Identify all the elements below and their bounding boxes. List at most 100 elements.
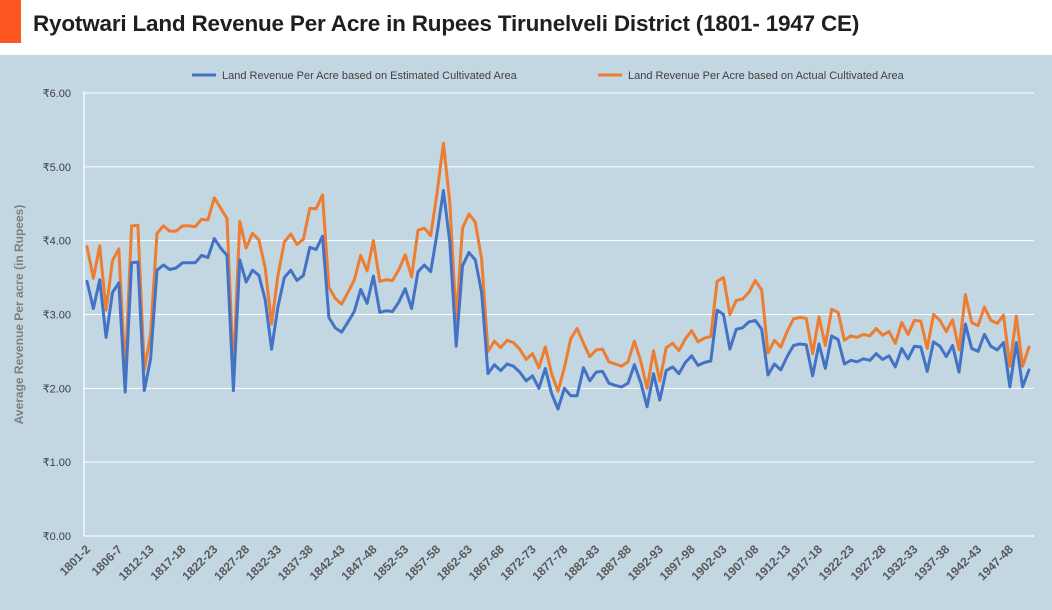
data-point xyxy=(537,366,541,369)
data-point xyxy=(327,286,331,289)
data-point xyxy=(970,321,973,324)
data-point xyxy=(862,333,865,336)
data-point xyxy=(276,274,280,277)
data-point xyxy=(696,340,700,343)
data-point xyxy=(168,229,171,233)
data-point xyxy=(722,276,725,279)
line-chart: ₹0.00 ₹1.00 ₹2.00 ₹3.00 ₹4.00 ₹5.00 ₹6.00 Avera… xyxy=(12,70,1034,583)
data-point xyxy=(957,348,961,352)
y-tick-label: ₹5.00 xyxy=(43,162,71,174)
data-point xyxy=(334,297,337,300)
data-point xyxy=(798,316,802,319)
title-accent-bar xyxy=(0,0,21,43)
data-point xyxy=(684,337,687,341)
data-point xyxy=(601,348,604,351)
data-point xyxy=(162,224,165,228)
data-point xyxy=(467,212,471,216)
data-point xyxy=(595,348,598,352)
data-point xyxy=(607,360,611,363)
data-point xyxy=(321,193,324,197)
data-point xyxy=(378,280,381,283)
data-point xyxy=(976,324,980,327)
data-point xyxy=(715,280,719,283)
data-point xyxy=(1008,365,1012,368)
data-point xyxy=(620,365,623,368)
data-point xyxy=(346,291,350,294)
data-point xyxy=(505,339,509,342)
data-point xyxy=(754,279,757,282)
data-point xyxy=(575,327,579,330)
data-point xyxy=(817,315,821,318)
data-point xyxy=(85,245,89,248)
data-point xyxy=(779,345,782,349)
data-point xyxy=(766,351,770,355)
data-point xyxy=(785,330,789,333)
data-point xyxy=(677,349,681,352)
data-point xyxy=(983,305,986,309)
data-point xyxy=(448,201,451,204)
data-point xyxy=(894,342,897,345)
data-point xyxy=(658,379,661,383)
data-point xyxy=(747,291,751,294)
data-point xyxy=(111,259,114,262)
data-point xyxy=(926,347,929,350)
data-point xyxy=(836,311,840,314)
y-tick-label: ₹2.00 xyxy=(43,383,71,395)
data-point xyxy=(219,207,222,210)
data-point xyxy=(588,355,591,358)
data-point xyxy=(429,234,432,237)
data-point xyxy=(932,313,935,316)
data-point xyxy=(512,341,515,344)
data-point xyxy=(251,232,254,235)
data-point xyxy=(855,336,859,339)
data-point xyxy=(461,226,464,230)
data-point xyxy=(964,293,967,296)
data-point xyxy=(181,224,184,228)
legend-label-2: Land Revenue Per Acre based on Actual Cu… xyxy=(628,70,905,82)
data-point xyxy=(200,218,203,221)
data-point xyxy=(709,335,712,338)
data-point xyxy=(875,327,878,330)
data-point xyxy=(868,334,872,338)
data-point xyxy=(391,279,394,282)
data-point xyxy=(830,308,833,311)
chart-title: Ryotwari Land Revenue Per Acre in Rupees… xyxy=(33,11,860,36)
series-line-1 xyxy=(85,189,1031,411)
data-point xyxy=(951,318,954,321)
data-point xyxy=(136,224,140,227)
data-point xyxy=(518,348,521,351)
data-point xyxy=(194,225,197,228)
data-point xyxy=(665,346,668,349)
data-point xyxy=(493,339,496,343)
data-point xyxy=(1002,314,1005,317)
legend-label-1: Land Revenue Per Acre based on Estimated… xyxy=(222,70,518,82)
data-point xyxy=(130,224,133,228)
data-point xyxy=(569,337,572,341)
data-point xyxy=(703,336,706,340)
data-point xyxy=(225,217,229,220)
y-tick-label: ₹6.00 xyxy=(43,88,71,100)
data-point xyxy=(556,390,560,393)
data-point xyxy=(652,349,655,352)
data-point xyxy=(499,346,502,349)
data-point xyxy=(264,266,267,270)
data-point xyxy=(760,288,763,292)
data-point xyxy=(187,224,190,228)
y-tick-label: ₹3.00 xyxy=(43,310,71,322)
data-point xyxy=(283,240,286,244)
data-point xyxy=(582,342,585,345)
y-tick-label: ₹1.00 xyxy=(43,457,71,469)
data-point xyxy=(416,229,420,232)
data-point xyxy=(423,226,426,230)
data-point xyxy=(550,372,553,375)
data-point xyxy=(1021,365,1024,368)
data-point xyxy=(531,352,534,355)
data-point xyxy=(900,321,903,324)
data-point xyxy=(1027,345,1031,349)
data-point xyxy=(397,268,401,271)
data-point xyxy=(314,207,318,211)
data-point xyxy=(633,339,636,343)
data-point xyxy=(92,277,95,280)
data-point xyxy=(289,232,292,236)
data-point xyxy=(913,319,916,322)
